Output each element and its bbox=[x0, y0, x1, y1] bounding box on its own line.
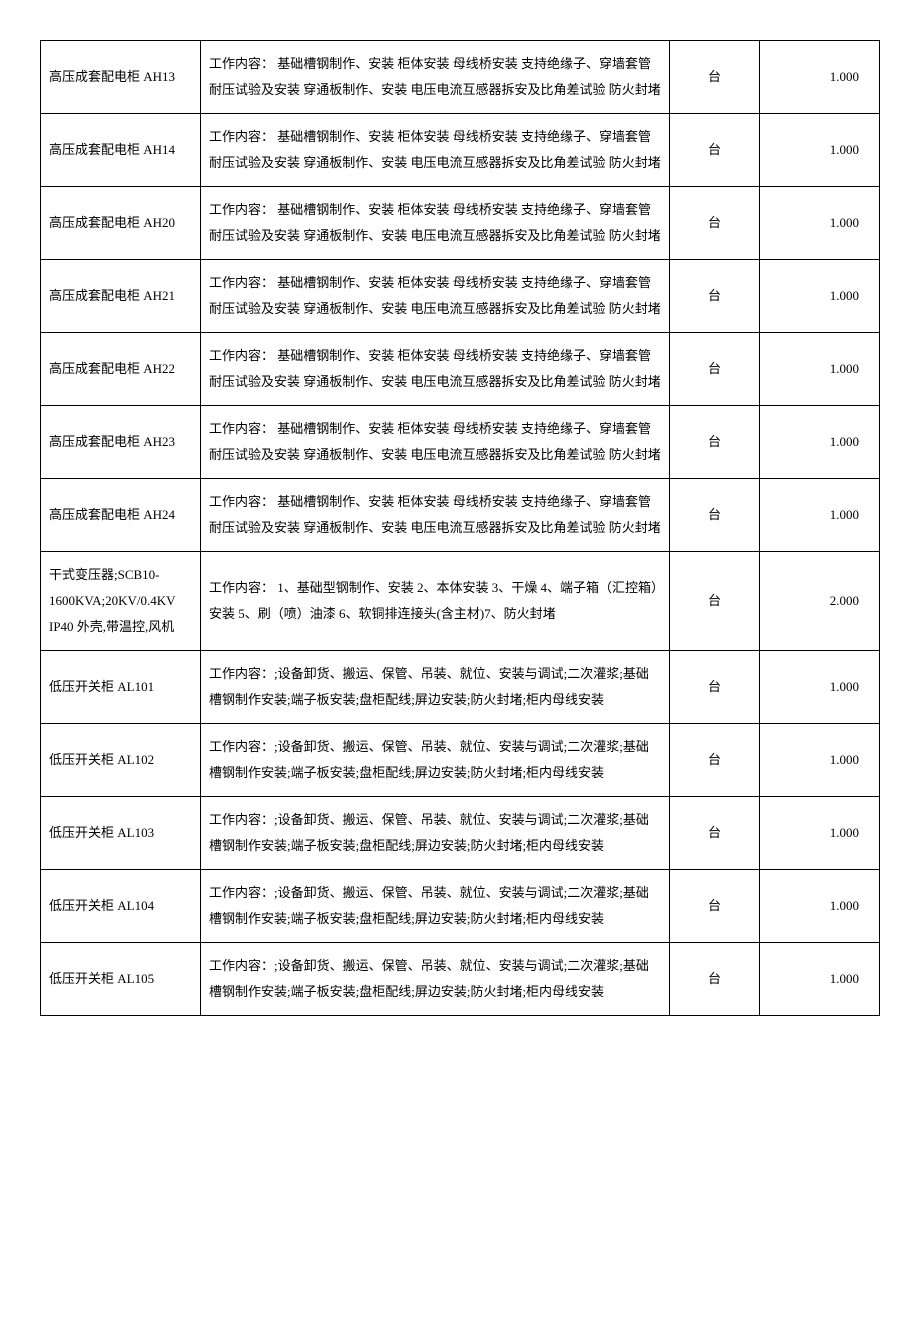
cell-unit: 台 bbox=[670, 187, 760, 260]
table-row: 高压成套配电柜 AH14工作内容： 基础槽钢制作、安装 柜体安装 母线桥安装 支… bbox=[41, 114, 880, 187]
cell-name: 高压成套配电柜 AH21 bbox=[41, 260, 201, 333]
cell-qty: 1.000 bbox=[760, 333, 880, 406]
cell-unit: 台 bbox=[670, 870, 760, 943]
cell-unit: 台 bbox=[670, 406, 760, 479]
cell-desc: 工作内容： 基础槽钢制作、安装 柜体安装 母线桥安装 支持绝缘子、穿墙套管耐压试… bbox=[201, 114, 670, 187]
cell-qty: 1.000 bbox=[760, 870, 880, 943]
cell-qty: 1.000 bbox=[760, 943, 880, 1016]
cell-qty: 2.000 bbox=[760, 552, 880, 651]
cell-desc: 工作内容： 基础槽钢制作、安装 柜体安装 母线桥安装 支持绝缘子、穿墙套管耐压试… bbox=[201, 333, 670, 406]
cell-name: 高压成套配电柜 AH22 bbox=[41, 333, 201, 406]
cell-desc: 工作内容：;设备卸货、搬运、保管、吊装、就位、安装与调试;二次灌浆;基础槽钢制作… bbox=[201, 724, 670, 797]
cell-name: 高压成套配电柜 AH23 bbox=[41, 406, 201, 479]
table-row: 低压开关柜 AL102工作内容：;设备卸货、搬运、保管、吊装、就位、安装与调试;… bbox=[41, 724, 880, 797]
cell-name: 干式变压器;SCB10-1600KVA;20KV/0.4KV IP40 外壳,带… bbox=[41, 552, 201, 651]
cell-name: 高压成套配电柜 AH24 bbox=[41, 479, 201, 552]
cell-desc: 工作内容： 1、基础型钢制作、安装 2、本体安装 3、干燥 4、端子箱（汇控箱）… bbox=[201, 552, 670, 651]
cell-qty: 1.000 bbox=[760, 406, 880, 479]
table-row: 高压成套配电柜 AH22工作内容： 基础槽钢制作、安装 柜体安装 母线桥安装 支… bbox=[41, 333, 880, 406]
cell-desc: 工作内容：;设备卸货、搬运、保管、吊装、就位、安装与调试;二次灌浆;基础槽钢制作… bbox=[201, 797, 670, 870]
table-row: 低压开关柜 AL103工作内容：;设备卸货、搬运、保管、吊装、就位、安装与调试;… bbox=[41, 797, 880, 870]
cell-name: 高压成套配电柜 AH13 bbox=[41, 41, 201, 114]
cell-unit: 台 bbox=[670, 943, 760, 1016]
cell-name: 低压开关柜 AL101 bbox=[41, 651, 201, 724]
cell-qty: 1.000 bbox=[760, 797, 880, 870]
cell-name: 高压成套配电柜 AH14 bbox=[41, 114, 201, 187]
table-body: 高压成套配电柜 AH13工作内容： 基础槽钢制作、安装 柜体安装 母线桥安装 支… bbox=[41, 41, 880, 1016]
table-row: 低压开关柜 AL105工作内容：;设备卸货、搬运、保管、吊装、就位、安装与调试;… bbox=[41, 943, 880, 1016]
cell-unit: 台 bbox=[670, 260, 760, 333]
cell-unit: 台 bbox=[670, 651, 760, 724]
table-row: 低压开关柜 AL104工作内容：;设备卸货、搬运、保管、吊装、就位、安装与调试;… bbox=[41, 870, 880, 943]
cell-desc: 工作内容： 基础槽钢制作、安装 柜体安装 母线桥安装 支持绝缘子、穿墙套管耐压试… bbox=[201, 479, 670, 552]
cell-unit: 台 bbox=[670, 41, 760, 114]
table-row: 干式变压器;SCB10-1600KVA;20KV/0.4KV IP40 外壳,带… bbox=[41, 552, 880, 651]
cell-name: 低压开关柜 AL103 bbox=[41, 797, 201, 870]
cell-qty: 1.000 bbox=[760, 114, 880, 187]
cell-desc: 工作内容： 基础槽钢制作、安装 柜体安装 母线桥安装 支持绝缘子、穿墙套管耐压试… bbox=[201, 187, 670, 260]
cell-qty: 1.000 bbox=[760, 724, 880, 797]
cell-unit: 台 bbox=[670, 797, 760, 870]
equipment-table: 高压成套配电柜 AH13工作内容： 基础槽钢制作、安装 柜体安装 母线桥安装 支… bbox=[40, 40, 880, 1016]
cell-qty: 1.000 bbox=[760, 41, 880, 114]
table-row: 高压成套配电柜 AH20工作内容： 基础槽钢制作、安装 柜体安装 母线桥安装 支… bbox=[41, 187, 880, 260]
cell-desc: 工作内容： 基础槽钢制作、安装 柜体安装 母线桥安装 支持绝缘子、穿墙套管耐压试… bbox=[201, 406, 670, 479]
table-row: 高压成套配电柜 AH24工作内容： 基础槽钢制作、安装 柜体安装 母线桥安装 支… bbox=[41, 479, 880, 552]
table-row: 低压开关柜 AL101工作内容：;设备卸货、搬运、保管、吊装、就位、安装与调试;… bbox=[41, 651, 880, 724]
cell-name: 低压开关柜 AL102 bbox=[41, 724, 201, 797]
cell-unit: 台 bbox=[670, 114, 760, 187]
cell-desc: 工作内容：;设备卸货、搬运、保管、吊装、就位、安装与调试;二次灌浆;基础槽钢制作… bbox=[201, 870, 670, 943]
cell-name: 低压开关柜 AL105 bbox=[41, 943, 201, 1016]
cell-qty: 1.000 bbox=[760, 651, 880, 724]
cell-unit: 台 bbox=[670, 479, 760, 552]
cell-name: 高压成套配电柜 AH20 bbox=[41, 187, 201, 260]
cell-unit: 台 bbox=[670, 552, 760, 651]
cell-desc: 工作内容：;设备卸货、搬运、保管、吊装、就位、安装与调试;二次灌浆;基础槽钢制作… bbox=[201, 651, 670, 724]
cell-name: 低压开关柜 AL104 bbox=[41, 870, 201, 943]
cell-qty: 1.000 bbox=[760, 479, 880, 552]
cell-desc: 工作内容： 基础槽钢制作、安装 柜体安装 母线桥安装 支持绝缘子、穿墙套管耐压试… bbox=[201, 41, 670, 114]
cell-qty: 1.000 bbox=[760, 187, 880, 260]
cell-desc: 工作内容： 基础槽钢制作、安装 柜体安装 母线桥安装 支持绝缘子、穿墙套管耐压试… bbox=[201, 260, 670, 333]
table-row: 高压成套配电柜 AH23工作内容： 基础槽钢制作、安装 柜体安装 母线桥安装 支… bbox=[41, 406, 880, 479]
cell-unit: 台 bbox=[670, 724, 760, 797]
cell-unit: 台 bbox=[670, 333, 760, 406]
table-row: 高压成套配电柜 AH21工作内容： 基础槽钢制作、安装 柜体安装 母线桥安装 支… bbox=[41, 260, 880, 333]
table-row: 高压成套配电柜 AH13工作内容： 基础槽钢制作、安装 柜体安装 母线桥安装 支… bbox=[41, 41, 880, 114]
cell-qty: 1.000 bbox=[760, 260, 880, 333]
cell-desc: 工作内容：;设备卸货、搬运、保管、吊装、就位、安装与调试;二次灌浆;基础槽钢制作… bbox=[201, 943, 670, 1016]
